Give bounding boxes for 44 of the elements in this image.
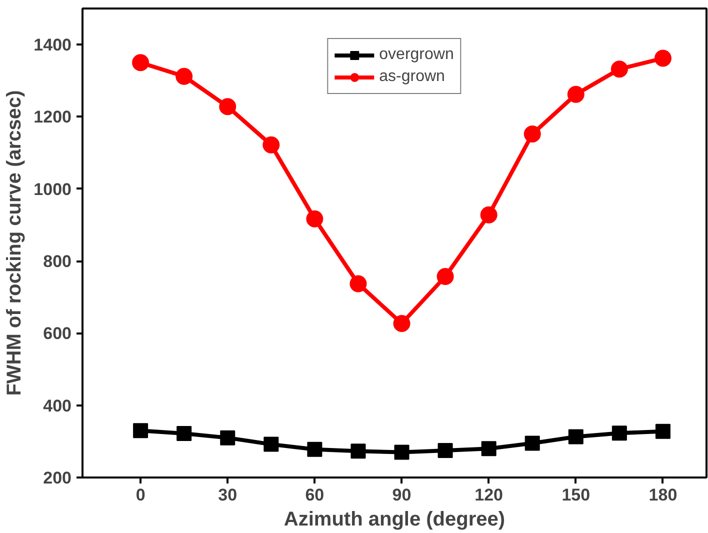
x-axis-title: Azimuth angle (degree) <box>284 508 506 530</box>
point <box>438 442 453 458</box>
x-tick-label: 120 <box>474 486 504 504</box>
x-tick-label: 30 <box>218 486 238 504</box>
point <box>654 50 672 67</box>
y-tick-label: 800 <box>43 252 72 272</box>
point <box>436 268 454 286</box>
point <box>524 126 541 143</box>
point <box>133 423 148 438</box>
point <box>306 210 324 228</box>
point <box>219 98 236 116</box>
x-tick-label: 180 <box>648 486 678 504</box>
point <box>307 442 322 457</box>
point <box>568 429 584 444</box>
point <box>350 275 367 292</box>
point <box>262 136 280 154</box>
legend-label: overgrown <box>379 46 454 64</box>
y-tick-label: 200 <box>43 468 72 488</box>
point <box>610 60 628 78</box>
point <box>394 444 410 460</box>
point <box>264 436 279 452</box>
point <box>567 86 584 103</box>
y-tick-label: 600 <box>43 324 72 344</box>
point <box>480 206 498 224</box>
point <box>612 426 627 441</box>
y-axis-title: FWHM of rocking curve (arcsec) <box>4 90 26 396</box>
x-tick-label: 60 <box>305 486 324 504</box>
point <box>132 54 150 72</box>
point <box>393 314 410 332</box>
legend-label: as-grown <box>379 68 445 86</box>
point <box>220 430 236 446</box>
y-tick-label: 1000 <box>34 180 72 199</box>
y-tick-label: 1200 <box>34 108 72 127</box>
point <box>655 424 670 439</box>
point <box>176 68 193 85</box>
point <box>176 426 192 441</box>
x-tick-label: 90 <box>392 486 412 504</box>
x-tick-label: 150 <box>562 486 590 504</box>
point <box>524 436 540 451</box>
x-tick-label: 0 <box>136 486 146 504</box>
point <box>350 444 366 459</box>
point <box>481 441 496 456</box>
y-tick-label: 1400 <box>34 36 72 55</box>
y-tick-label: 400 <box>43 396 72 416</box>
